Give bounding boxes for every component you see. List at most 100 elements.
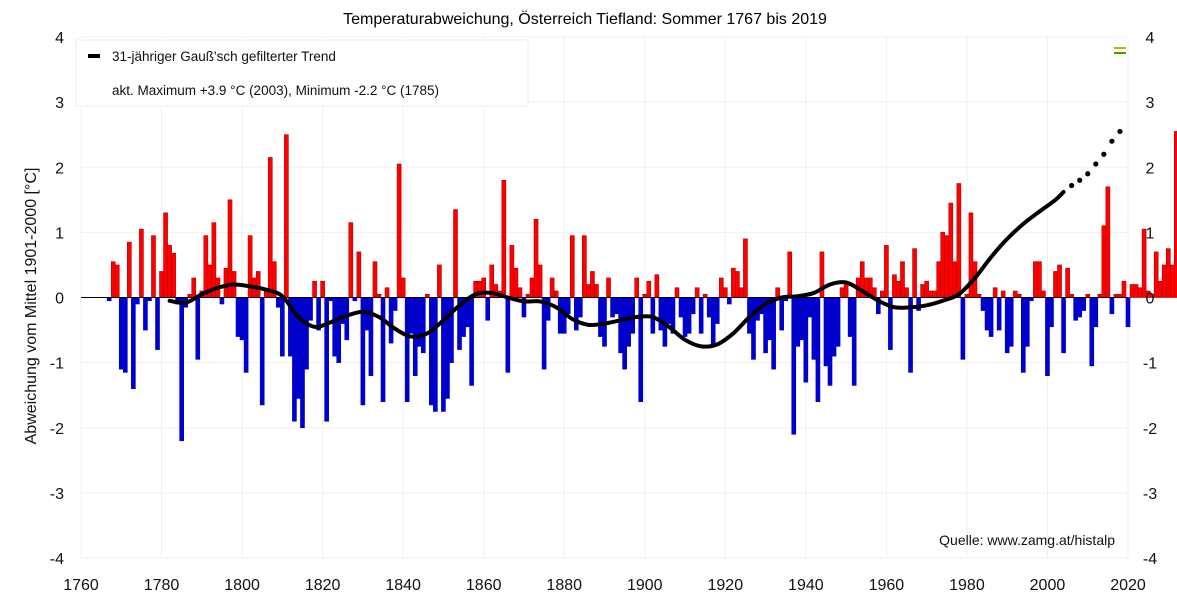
bar (956, 183, 962, 298)
bar (706, 297, 712, 318)
max-marker (1114, 47, 1126, 54)
bar (1008, 297, 1014, 347)
bar (1105, 186, 1111, 298)
bar (557, 297, 563, 334)
bar (1169, 264, 1175, 298)
bar (598, 297, 603, 337)
bar (110, 261, 116, 298)
trend-extension-dot (1117, 128, 1123, 135)
bar (235, 297, 241, 337)
bar (996, 297, 1002, 331)
bar (191, 277, 197, 298)
bar (276, 297, 281, 308)
bar (807, 297, 813, 318)
bar (565, 297, 571, 315)
x-tick-label: 1860 (466, 577, 502, 594)
y-tick-label-right: 0 (1146, 291, 1155, 308)
bar (932, 290, 938, 298)
x-tick-label: 1780 (144, 577, 180, 594)
bar (694, 287, 700, 298)
bar (795, 297, 801, 347)
bar (811, 297, 817, 360)
bar (416, 297, 422, 347)
bar (714, 297, 720, 324)
bar (992, 287, 998, 298)
x-axis: 1760 1780 1800 1820 1840 1860 1880 1900 1920 1940… (63, 577, 1146, 594)
bar (441, 297, 446, 412)
bar (122, 297, 128, 373)
bar (179, 297, 184, 442)
bar (791, 297, 797, 435)
y-tick-label-left: 4 (55, 30, 64, 47)
y-tick-label-left: -2 (50, 421, 64, 438)
legend: 31-jähriger Gauß'sch gefilterter Trend a… (75, 39, 529, 107)
bar (718, 277, 724, 298)
bar (743, 238, 748, 298)
bar (1073, 297, 1078, 321)
bar (1153, 251, 1159, 298)
bar (940, 232, 946, 298)
legend-trend-label: 31-jähriger Gauß'sch gefilterter Trend (112, 49, 336, 64)
bar (1121, 280, 1127, 298)
x-tick-label: 1980 (949, 577, 985, 594)
bar (682, 297, 688, 337)
bar (988, 297, 994, 337)
bar (674, 287, 680, 298)
bar (388, 297, 394, 344)
y-tick-label-right: 4 (1146, 30, 1155, 47)
x-tick-label: 1960 (869, 577, 905, 594)
trend-extension-dot (1101, 151, 1107, 157)
bar (118, 297, 124, 370)
trend-extension-dot (1069, 182, 1075, 189)
bar (880, 290, 885, 298)
bar (799, 297, 805, 341)
y-tick-label-right: 1 (1146, 225, 1155, 242)
bar (1041, 290, 1046, 298)
bar (618, 297, 623, 354)
bar (787, 251, 793, 298)
trend-extension-dot (1077, 177, 1083, 183)
bar (267, 157, 273, 298)
trend-extension-dot (1085, 171, 1091, 177)
bar (751, 297, 756, 360)
bar (155, 297, 160, 350)
bar (304, 297, 309, 370)
bar (549, 277, 555, 298)
y-tick-label-left: 0 (55, 291, 64, 308)
source-note: Quelle: www.zamg.at/histalp (939, 532, 1115, 548)
bar (195, 297, 201, 360)
bar (590, 271, 595, 298)
bar (171, 252, 176, 298)
bar (1037, 261, 1042, 298)
bar (408, 297, 414, 334)
bar (336, 297, 342, 363)
bar (690, 297, 696, 315)
bar (114, 264, 120, 298)
bar (344, 297, 350, 341)
bar (924, 280, 929, 298)
bar (578, 297, 583, 318)
bar (404, 297, 410, 402)
bar (131, 297, 136, 389)
bar (1081, 297, 1087, 311)
y-tick-label-right: -4 (1143, 551, 1157, 568)
bar (634, 277, 640, 298)
bar (380, 297, 386, 402)
bar (1061, 297, 1066, 354)
bar (1000, 290, 1006, 298)
bar (1020, 297, 1026, 373)
y-tick-label-right: -3 (1143, 486, 1157, 503)
bar (127, 241, 132, 298)
x-tick-label: 1940 (788, 577, 824, 594)
bar (533, 219, 539, 298)
bar (453, 209, 458, 298)
bar (952, 261, 958, 298)
bar (920, 284, 925, 298)
bar (892, 274, 897, 298)
bar (1057, 264, 1062, 298)
bar (284, 134, 289, 298)
bar (686, 297, 692, 334)
y-axis-label: Abweichung vom Mittel 1901-2000 [°C] (23, 168, 40, 445)
bar (259, 297, 265, 406)
y-tick-label-right: 3 (1146, 95, 1155, 112)
